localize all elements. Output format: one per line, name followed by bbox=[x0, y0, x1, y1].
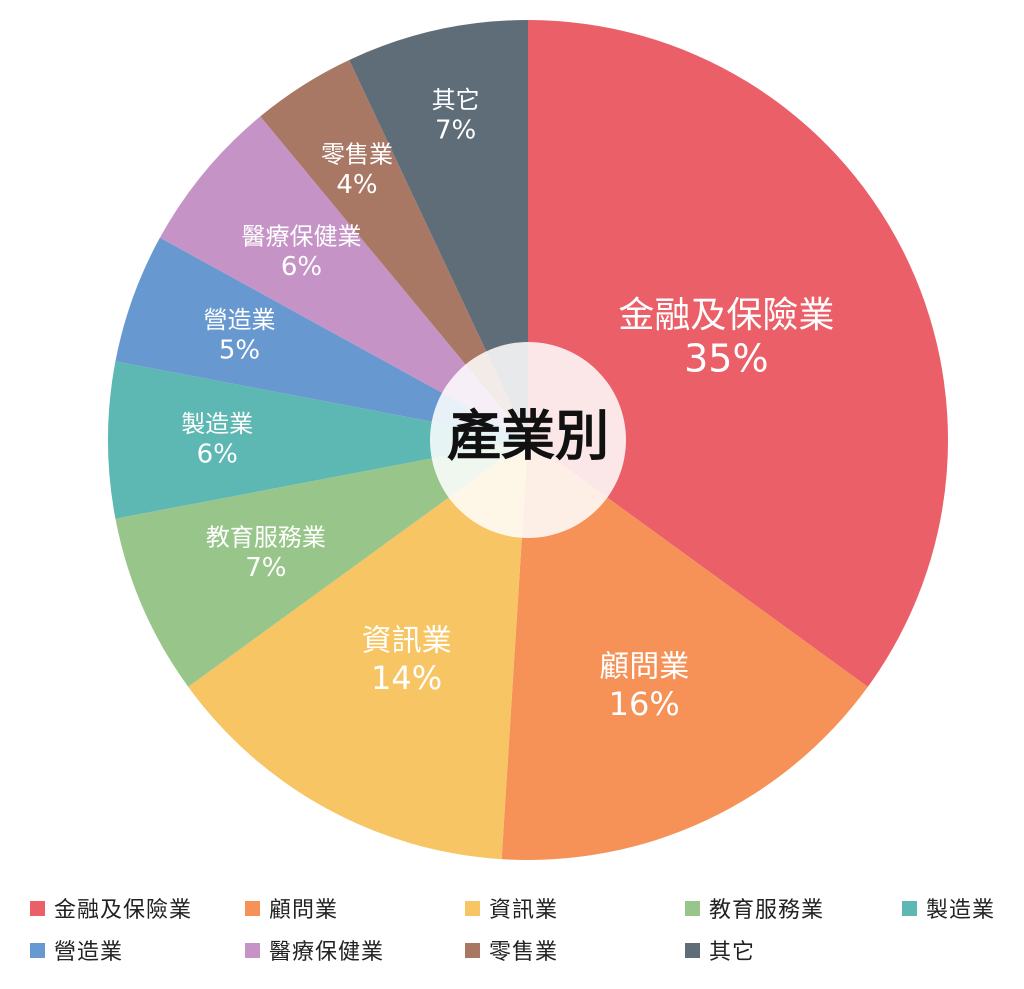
slice-value-manufacturing: 6% bbox=[197, 440, 238, 470]
legend-swatch-manufacturing bbox=[902, 900, 917, 916]
legend-label-it: 資訊業 bbox=[489, 898, 559, 923]
legend-item-consulting: 顧問業 bbox=[245, 893, 338, 923]
slice-label-healthcare: 醫療保健業 bbox=[241, 223, 361, 251]
slice-value-finance: 35% bbox=[684, 336, 768, 380]
legend-label-retail: 零售業 bbox=[489, 940, 559, 965]
legend: 金融及保險業 顧問業 資訊業 教育服務業 製造業 營造業 醫療保健業 bbox=[30, 893, 1020, 977]
pie-slice-construction bbox=[115, 237, 528, 440]
legend-item-healthcare: 醫療保健業 bbox=[245, 935, 384, 965]
slice-value-construction: 5% bbox=[219, 336, 260, 366]
slice-value-healthcare: 6% bbox=[281, 252, 322, 282]
pie-slice-retail bbox=[260, 59, 528, 441]
pie-slice-other bbox=[349, 20, 528, 440]
legend-item-manufacturing: 製造業 bbox=[902, 893, 995, 923]
legend-label-other: 其它 bbox=[709, 940, 756, 965]
legend-item-retail: 零售業 bbox=[465, 935, 558, 965]
slice-labels: 金融及保險業35%顧問業16%資訊業14%教育服務業7%製造業6%營造業5%醫療… bbox=[181, 86, 834, 723]
legend-label-finance: 金融及保險業 bbox=[54, 898, 193, 923]
center-title: 產業別 bbox=[447, 405, 609, 468]
legend-swatch-consulting bbox=[245, 900, 260, 916]
center-circle bbox=[430, 342, 626, 538]
pie-slice-manufacturing bbox=[107, 361, 529, 519]
legend-item-other: 其它 bbox=[685, 935, 755, 965]
legend-swatch-retail bbox=[465, 942, 480, 958]
legend-label-construction: 營造業 bbox=[54, 940, 124, 965]
legend-swatch-finance bbox=[30, 900, 45, 916]
slice-value-consulting: 16% bbox=[609, 685, 680, 723]
legend-label-healthcare: 醫療保健業 bbox=[269, 940, 385, 965]
pie-slice-it bbox=[188, 440, 528, 860]
slice-label-manufacturing: 製造業 bbox=[181, 410, 253, 438]
legend-item-education: 教育服務業 bbox=[685, 893, 824, 923]
slice-label-retail: 零售業 bbox=[321, 140, 393, 168]
legend-row-1: 金融及保險業 顧問業 資訊業 教育服務業 製造業 bbox=[30, 893, 1020, 935]
legend-swatch-construction bbox=[30, 942, 45, 958]
slice-label-finance: 金融及保險業 bbox=[618, 295, 834, 336]
legend-label-consulting: 顧問業 bbox=[269, 898, 339, 923]
legend-swatch-it bbox=[465, 900, 480, 916]
slice-value-other: 7% bbox=[435, 116, 476, 146]
slice-label-other: 其它 bbox=[432, 86, 480, 114]
pie-slice-healthcare bbox=[159, 116, 529, 441]
pie-slices bbox=[107, 20, 949, 861]
legend-row-2: 營造業 醫療保健業 零售業 其它 bbox=[30, 935, 1020, 977]
pie-slice-consulting bbox=[501, 440, 868, 861]
legend-item-it: 資訊業 bbox=[465, 893, 558, 923]
pie-chart: 產業別 金融及保險業35%顧問業16%資訊業14%教育服務業7%製造業6%營造業… bbox=[107, 20, 949, 861]
pie-slice-finance bbox=[528, 20, 949, 687]
legend-swatch-healthcare bbox=[245, 942, 260, 958]
legend-item-finance: 金融及保險業 bbox=[30, 893, 192, 923]
legend-item-construction: 營造業 bbox=[30, 935, 123, 965]
slice-label-it: 資訊業 bbox=[362, 623, 452, 658]
legend-label-education: 教育服務業 bbox=[709, 898, 825, 923]
legend-label-manufacturing: 製造業 bbox=[926, 898, 996, 923]
slice-label-construction: 營造業 bbox=[204, 306, 276, 334]
pie-slice-education bbox=[115, 440, 528, 687]
slice-label-education: 教育服務業 bbox=[206, 523, 326, 551]
slice-value-education: 7% bbox=[245, 553, 286, 583]
slice-label-consulting: 顧問業 bbox=[599, 650, 689, 685]
legend-swatch-other bbox=[685, 942, 700, 958]
slice-value-it: 14% bbox=[371, 659, 442, 697]
legend-swatch-education bbox=[685, 900, 700, 916]
slice-value-retail: 4% bbox=[336, 170, 377, 200]
